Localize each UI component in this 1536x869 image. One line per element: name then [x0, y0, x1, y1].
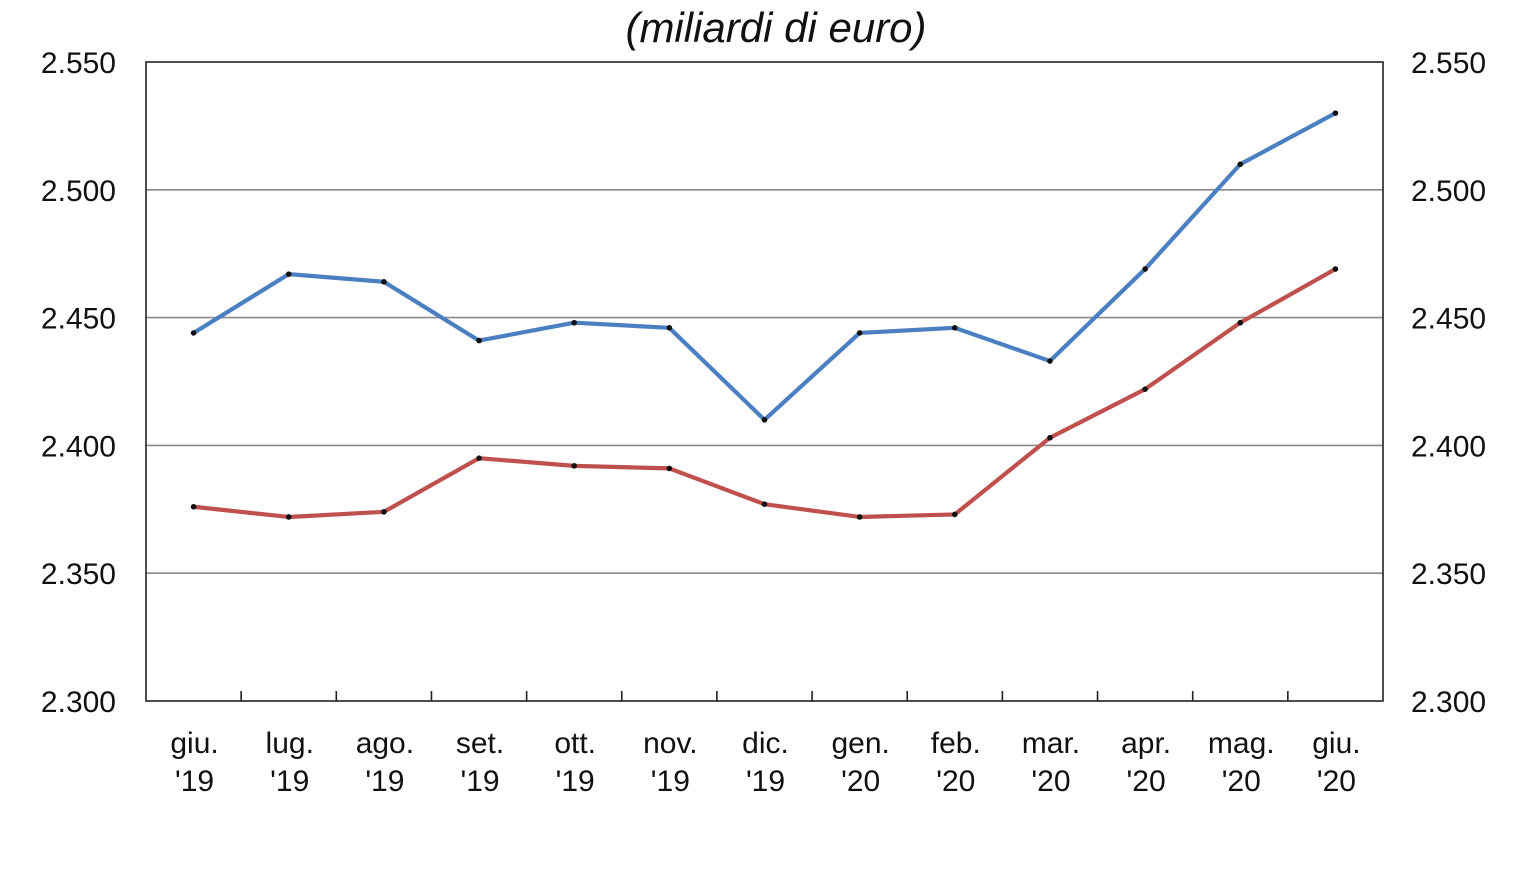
x-tick-label: feb. '20 — [931, 727, 981, 798]
y-tick-label-left: 2.450 — [41, 303, 116, 336]
plot-border — [145, 61, 1384, 702]
y-tick-label-left: 2.350 — [41, 558, 116, 591]
x-axis: giu. '19 lug. '19 ago. '19 set. '19 ott. '19 nov. '… — [170, 727, 1360, 798]
data-point — [1047, 434, 1053, 441]
x-tick-label: apr. '20 — [1121, 727, 1171, 798]
data-point — [285, 271, 292, 277]
data-point — [1237, 319, 1244, 326]
data-point — [856, 330, 863, 336]
data-point — [381, 279, 387, 285]
data-point — [761, 501, 768, 507]
x-tick-label: giu. '19 — [170, 727, 218, 798]
y-tick-label-right: 2.300 — [1411, 686, 1486, 719]
y-tick-label-left: 2.300 — [41, 686, 116, 719]
grid-layer — [146, 189, 1383, 575]
data-point — [571, 319, 577, 326]
y-tick-label-right: 2.550 — [1411, 47, 1486, 80]
x-tick-label: dic. '19 — [742, 727, 789, 798]
data-point — [952, 325, 958, 331]
x-tick-label: mag. '20 — [1208, 727, 1275, 798]
y-axis-left: 2.300 2.350 2.400 2.450 2.500 2.550 — [41, 47, 116, 719]
data-point — [1047, 358, 1053, 364]
data-point — [190, 330, 197, 336]
y-tick-label-left: 2.550 — [41, 47, 116, 80]
data-point — [1332, 110, 1339, 116]
x-tick-label: ott. '19 — [554, 727, 596, 798]
y-tick-label-right: 2.400 — [1411, 430, 1486, 463]
data-point — [190, 503, 197, 510]
x-tick-label: gen. '20 — [831, 727, 889, 798]
data-point — [476, 455, 482, 461]
x-tick-label: lug. '19 — [266, 727, 314, 798]
data-point — [1142, 386, 1148, 392]
series-line-2 — [191, 266, 1338, 520]
data-point — [285, 514, 292, 520]
plot-frame — [145, 61, 1384, 702]
data-point — [666, 325, 673, 331]
data-point — [666, 465, 673, 472]
chart-title: (miliardi di euro) — [625, 4, 926, 51]
data-point — [761, 417, 768, 423]
x-tick-label: mar. '20 — [1022, 727, 1080, 798]
data-point — [1237, 161, 1244, 168]
y-axis-right: 2.300 2.350 2.400 2.450 2.500 2.550 — [1411, 47, 1486, 719]
y-tick-label-right: 2.500 — [1411, 175, 1486, 208]
data-point — [952, 511, 958, 518]
y-tick-label-right: 2.350 — [1411, 558, 1486, 591]
y-tick-label-left: 2.400 — [41, 430, 116, 463]
y-tick-label-left: 2.500 — [41, 175, 116, 208]
x-tick-label: ago. '19 — [356, 727, 414, 798]
data-point — [476, 337, 482, 344]
x-tick-label: giu. '20 — [1312, 727, 1360, 798]
data-point — [381, 509, 387, 515]
data-point — [571, 463, 577, 469]
series-layer — [190, 110, 1339, 520]
data-point — [856, 514, 863, 520]
x-tick-label: set. '19 — [456, 727, 504, 798]
x-tick-label: nov. '19 — [643, 727, 697, 798]
y-tick-label-right: 2.450 — [1411, 303, 1486, 336]
data-point — [1332, 266, 1339, 272]
data-point — [1142, 266, 1148, 272]
